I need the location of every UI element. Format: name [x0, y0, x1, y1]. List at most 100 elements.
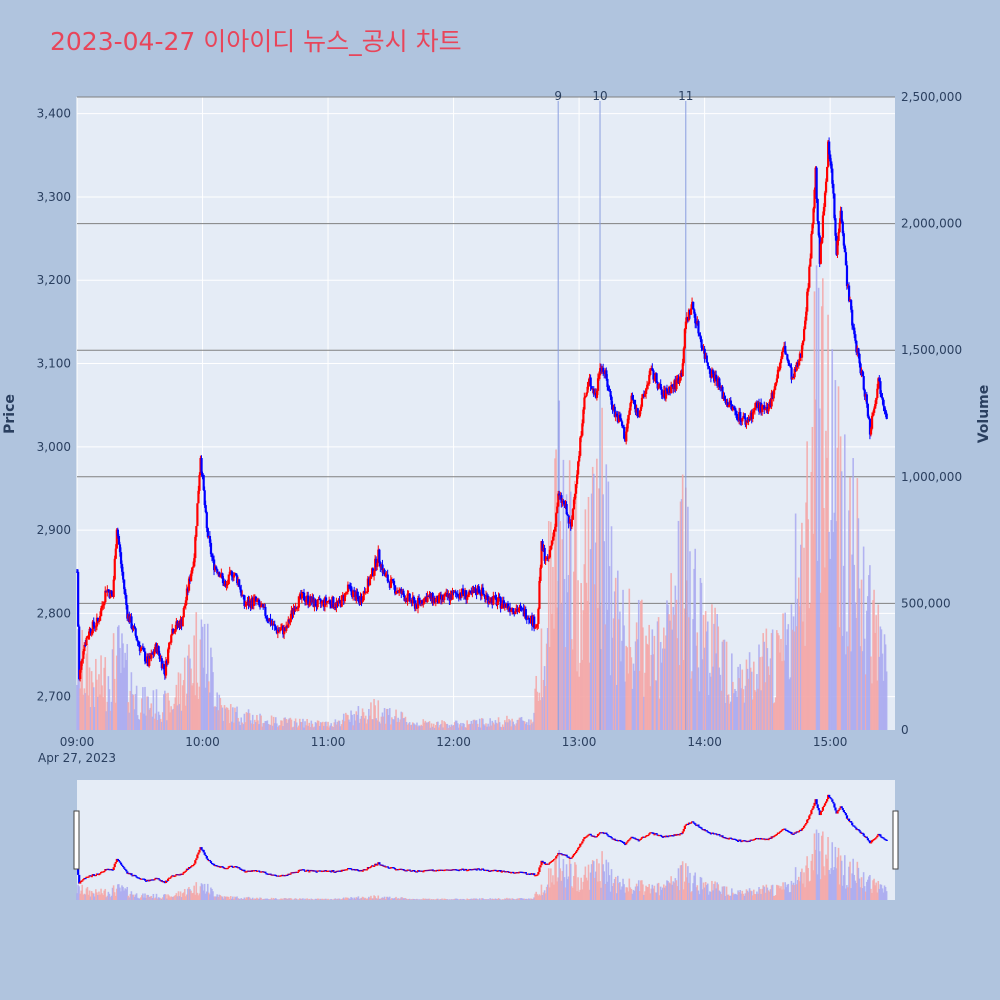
volume-bar: [76, 684, 78, 730]
mini-volume-bar: [580, 877, 582, 900]
volume-bar: [476, 723, 479, 730]
volume-bar: [549, 646, 551, 730]
volume-bar: [81, 629, 84, 730]
mini-volume-bar: [170, 896, 172, 900]
range-slider-left-handle[interactable]: [73, 810, 80, 870]
volume-bar: [537, 701, 540, 730]
mini-volume-bar: [554, 858, 556, 900]
candle-body: [741, 418, 744, 422]
mini-volume-bar: [671, 884, 673, 900]
volume-bar: [796, 598, 799, 730]
mini-volume-bar: [383, 896, 386, 900]
candle-body: [610, 396, 613, 405]
volume-bar: [149, 707, 152, 730]
volume-bar: [709, 672, 711, 730]
candle-body: [340, 595, 343, 607]
range-slider-background[interactable]: [77, 780, 895, 900]
candle-body: [640, 397, 644, 407]
mini-volume-bar: [848, 866, 850, 900]
mini-volume-bar: [541, 895, 544, 900]
candle-body: [787, 359, 790, 364]
candle-body: [651, 368, 654, 371]
mini-volume-bar: [145, 897, 147, 900]
candle-body: [590, 386, 593, 390]
mini-volume-bar: [699, 876, 702, 900]
volume-bar: [770, 633, 773, 730]
mini-volume-bar: [868, 876, 870, 900]
candle-body: [795, 362, 798, 371]
mini-volume-bar: [652, 888, 655, 900]
candle-body: [103, 602, 106, 606]
mini-volume-bar: [666, 880, 668, 900]
range-slider-right-handle[interactable]: [892, 810, 899, 870]
mini-volume-bar: [484, 899, 486, 900]
candle-body: [353, 590, 356, 592]
volume-bar: [874, 632, 876, 730]
volume-bar: [585, 582, 588, 730]
mini-volume-bar: [864, 891, 867, 900]
volume-bar: [779, 652, 781, 730]
mini-candle: [356, 869, 359, 871]
mini-volume-bar: [304, 898, 306, 900]
volume-bar: [550, 521, 552, 730]
candle-body: [541, 541, 544, 551]
volume-bar: [613, 591, 616, 730]
volume-bar: [582, 610, 585, 730]
volume-bar: [297, 725, 300, 730]
volume-bar: [878, 656, 881, 730]
candle-body: [693, 309, 696, 314]
mini-candle: [565, 854, 568, 857]
mini-volume-bar: [828, 869, 830, 900]
volume-bar: [511, 718, 513, 730]
mini-volume-bar: [600, 887, 602, 900]
volume-bar: [343, 721, 346, 730]
candle-body: [488, 601, 491, 604]
volume-bar: [83, 688, 86, 730]
mini-candle: [221, 866, 224, 868]
candle-body: [770, 392, 773, 407]
mini-candle: [373, 865, 376, 867]
candle-body: [633, 399, 636, 405]
mini-volume-bar: [677, 868, 680, 900]
volume-bar: [115, 655, 118, 730]
mini-volume-bar: [80, 890, 82, 900]
volume-bar: [309, 727, 312, 730]
mini-volume-bar: [769, 889, 772, 900]
volume-bar: [609, 675, 612, 730]
mini-volume-bar: [466, 898, 468, 900]
mini-candle: [777, 832, 781, 834]
candle-body: [816, 198, 819, 222]
mini-volume-bar: [860, 877, 863, 900]
mini-volume-bar: [630, 888, 633, 900]
volume-bar: [444, 722, 447, 730]
mini-candle: [103, 870, 106, 873]
volume-bar: [605, 464, 608, 730]
volume-bar: [350, 710, 352, 730]
candle-body: [481, 587, 485, 594]
mini-candle: [202, 849, 205, 853]
volume-bar: [471, 723, 474, 730]
candle-body: [581, 423, 584, 436]
volume-bar: [615, 684, 618, 730]
candle-body: [838, 222, 841, 233]
volume-bar: [346, 714, 348, 730]
volume-bar: [358, 722, 361, 730]
mini-volume-bar: [189, 889, 191, 900]
mini-volume-bar: [698, 894, 701, 900]
mini-volume-bar: [884, 887, 887, 900]
volume-bar: [833, 512, 836, 730]
mini-volume-bar: [121, 885, 123, 900]
mini-candle: [587, 834, 590, 836]
volume-bar: [341, 719, 344, 730]
mini-volume-bar: [851, 873, 853, 900]
volume-bar: [174, 697, 177, 730]
volume-bar: [209, 692, 211, 730]
candle-body: [102, 605, 105, 607]
mini-volume-bar: [656, 883, 659, 900]
volume-bar: [169, 712, 171, 730]
volume-bar: [739, 664, 741, 730]
volume-bar: [577, 580, 579, 730]
mini-volume-bar: [364, 897, 367, 900]
mini-volume-bar: [116, 884, 119, 900]
